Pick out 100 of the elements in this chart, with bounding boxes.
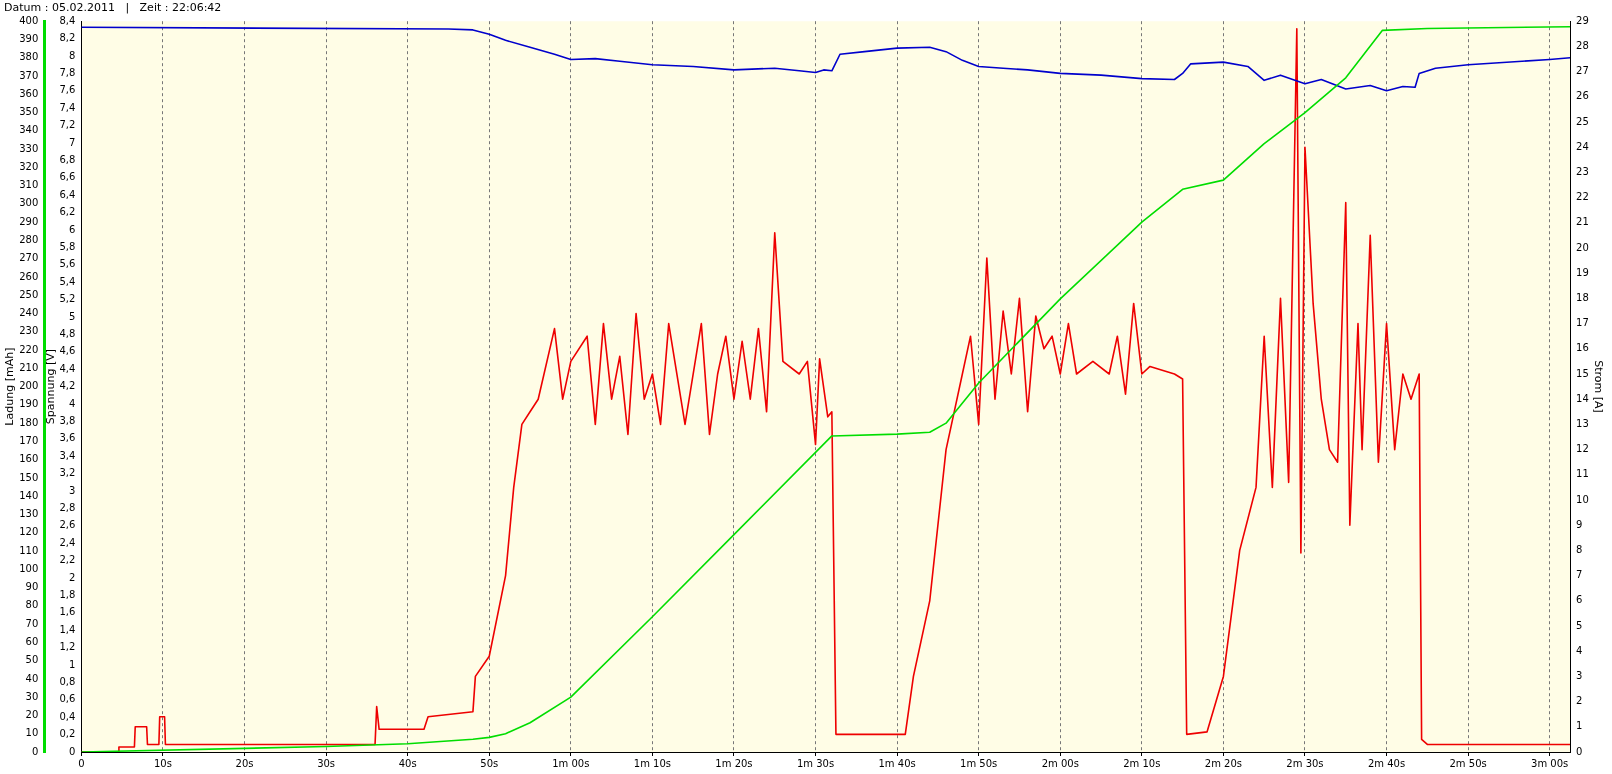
y2-tick-label: 1,2 bbox=[59, 641, 76, 653]
y2-tick-label: 4,2 bbox=[59, 380, 76, 392]
y3-tick-label: 25 bbox=[1576, 115, 1589, 127]
y3-tick-label: 12 bbox=[1576, 443, 1589, 455]
y2-axis-title: Spannung [V] bbox=[43, 349, 57, 425]
y-tick-label: 170 bbox=[19, 435, 39, 446]
y-tick-label: 80 bbox=[25, 599, 39, 611]
y-tick-label: 380 bbox=[19, 51, 39, 63]
y2-tick-label: 5,4 bbox=[59, 275, 76, 287]
y2-tick-label: 3,4 bbox=[59, 449, 76, 461]
y-tick-label: 400 bbox=[19, 14, 39, 26]
y2-tick-label: 1,8 bbox=[59, 588, 76, 600]
x-tick-label: 1m 40s bbox=[878, 757, 916, 769]
y3-tick-label: 27 bbox=[1576, 65, 1589, 77]
y-tick-label: 310 bbox=[19, 179, 39, 191]
y2-tick-label: 6,6 bbox=[59, 171, 76, 183]
y2-tick-label: 4,6 bbox=[59, 345, 76, 357]
y3-tick-label: 14 bbox=[1576, 392, 1589, 404]
y2-tick-label: 8,4 bbox=[59, 14, 76, 26]
y-tick-label: 100 bbox=[19, 562, 39, 574]
y-tick-label: 150 bbox=[19, 471, 39, 483]
y3-tick-label: 23 bbox=[1576, 165, 1589, 177]
y2-tick-label: 6,4 bbox=[59, 188, 76, 200]
x-tick-label: 2m 10s bbox=[1123, 757, 1161, 769]
x-tick-label: 50s bbox=[480, 757, 499, 769]
y-tick-label: 350 bbox=[19, 106, 39, 118]
x-tick-label: 2m 30s bbox=[1286, 757, 1324, 769]
y2-tick-label: 8,2 bbox=[59, 32, 76, 44]
x-tick-label: 1m 50s bbox=[960, 757, 998, 769]
y-tick-label: 290 bbox=[19, 215, 39, 227]
y3-tick-label: 17 bbox=[1576, 317, 1589, 329]
y3-tick-label: 9 bbox=[1576, 518, 1583, 530]
y2-tick-label: 7 bbox=[69, 136, 76, 148]
y2-tick-label: 2,4 bbox=[59, 536, 76, 548]
y2-tick-label: 6,8 bbox=[59, 153, 76, 165]
x-tick-label: 10s bbox=[153, 757, 172, 769]
x-tick-label: 20s bbox=[235, 757, 254, 769]
x-tick-label: 1m 30s bbox=[796, 757, 835, 769]
y-tick-label: 390 bbox=[19, 33, 39, 45]
y-tick-label: 230 bbox=[19, 325, 39, 337]
y2-tick-label: 6,2 bbox=[59, 206, 76, 218]
y3-tick-label: 28 bbox=[1576, 39, 1589, 51]
y3-tick-label: 5 bbox=[1576, 619, 1583, 631]
y-tick-label: 250 bbox=[19, 288, 39, 300]
y-tick-label: 70 bbox=[25, 617, 39, 629]
y-tick-label: 140 bbox=[19, 489, 39, 501]
y2-tick-label: 2,2 bbox=[59, 554, 76, 566]
y-tick-label: 300 bbox=[19, 197, 39, 209]
y-tick-label: 180 bbox=[19, 416, 39, 428]
x-tick-label: 0 bbox=[78, 757, 85, 769]
x-tick-label: 2m 50s bbox=[1449, 757, 1487, 769]
x-tick-label: 1m 00s bbox=[552, 757, 590, 769]
y2-tick-label: 4,4 bbox=[59, 362, 76, 374]
y-tick-label: 60 bbox=[25, 635, 39, 647]
y-tick-label: 260 bbox=[19, 270, 39, 282]
y-tick-label: 330 bbox=[19, 142, 39, 154]
y-tick-label: 50 bbox=[25, 654, 39, 666]
y3-tick-label: 0 bbox=[1576, 745, 1583, 757]
y3-tick-label: 7 bbox=[1576, 569, 1583, 581]
y3-tick-label: 20 bbox=[1576, 241, 1589, 253]
y2-tick-label: 0,6 bbox=[59, 693, 76, 705]
y2-tick-label: 5,8 bbox=[59, 240, 76, 252]
y3-tick-label: 22 bbox=[1576, 191, 1589, 203]
y3-tick-label: 8 bbox=[1576, 543, 1583, 555]
y2-tick-label: 0,2 bbox=[59, 728, 76, 740]
y2-tick-label: 6 bbox=[69, 223, 76, 235]
y-tick-label: 30 bbox=[25, 690, 39, 702]
y-tick-label: 370 bbox=[19, 69, 39, 81]
y-tick-label: 20 bbox=[25, 709, 39, 721]
x-tick-label: 1m 20s bbox=[715, 757, 753, 769]
y2-tick-label: 1,6 bbox=[59, 606, 76, 618]
y-tick-label: 200 bbox=[19, 380, 39, 392]
y-tick-label: 90 bbox=[25, 581, 39, 593]
y3-axis-title: Strom [A] bbox=[1591, 360, 1605, 413]
y3-tick-label: 4 bbox=[1576, 644, 1583, 656]
chart-title: Datum : 05.02.2011 | Zeit : 22:06:42 bbox=[4, 1, 222, 15]
y-tick-label: 220 bbox=[19, 343, 39, 355]
y2-tick-label: 3,6 bbox=[59, 432, 76, 444]
y-tick-label: 360 bbox=[19, 87, 39, 99]
y2-tick-label: 1,4 bbox=[59, 623, 76, 635]
y2-tick-label: 1 bbox=[69, 658, 76, 670]
y-tick-label: 0 bbox=[31, 745, 39, 757]
y2-tick-label: 4 bbox=[69, 397, 76, 409]
y3-tick-label: 21 bbox=[1576, 216, 1589, 228]
y-tick-label: 110 bbox=[19, 544, 39, 556]
y3-tick-label: 18 bbox=[1576, 291, 1589, 303]
y-tick-label: 40 bbox=[25, 672, 39, 684]
x-tick-label: 2m 20s bbox=[1204, 757, 1242, 769]
y3-tick-label: 13 bbox=[1576, 417, 1589, 429]
y-tick-label: 210 bbox=[19, 361, 39, 373]
y-tick-label: 280 bbox=[19, 234, 39, 246]
y3-tick-label: 24 bbox=[1576, 140, 1589, 152]
y-tick-label: 160 bbox=[19, 453, 39, 465]
y-tick-label: 240 bbox=[19, 307, 39, 319]
y2-tick-label: 0,8 bbox=[59, 675, 76, 687]
x-tick-label: 2m 40s bbox=[1367, 757, 1406, 769]
y2-tick-label: 3,8 bbox=[59, 414, 76, 426]
y2-tick-label: 0,4 bbox=[59, 710, 76, 722]
y2-tick-label: 2 bbox=[69, 571, 76, 583]
y2-tick-label: 8 bbox=[69, 49, 76, 61]
